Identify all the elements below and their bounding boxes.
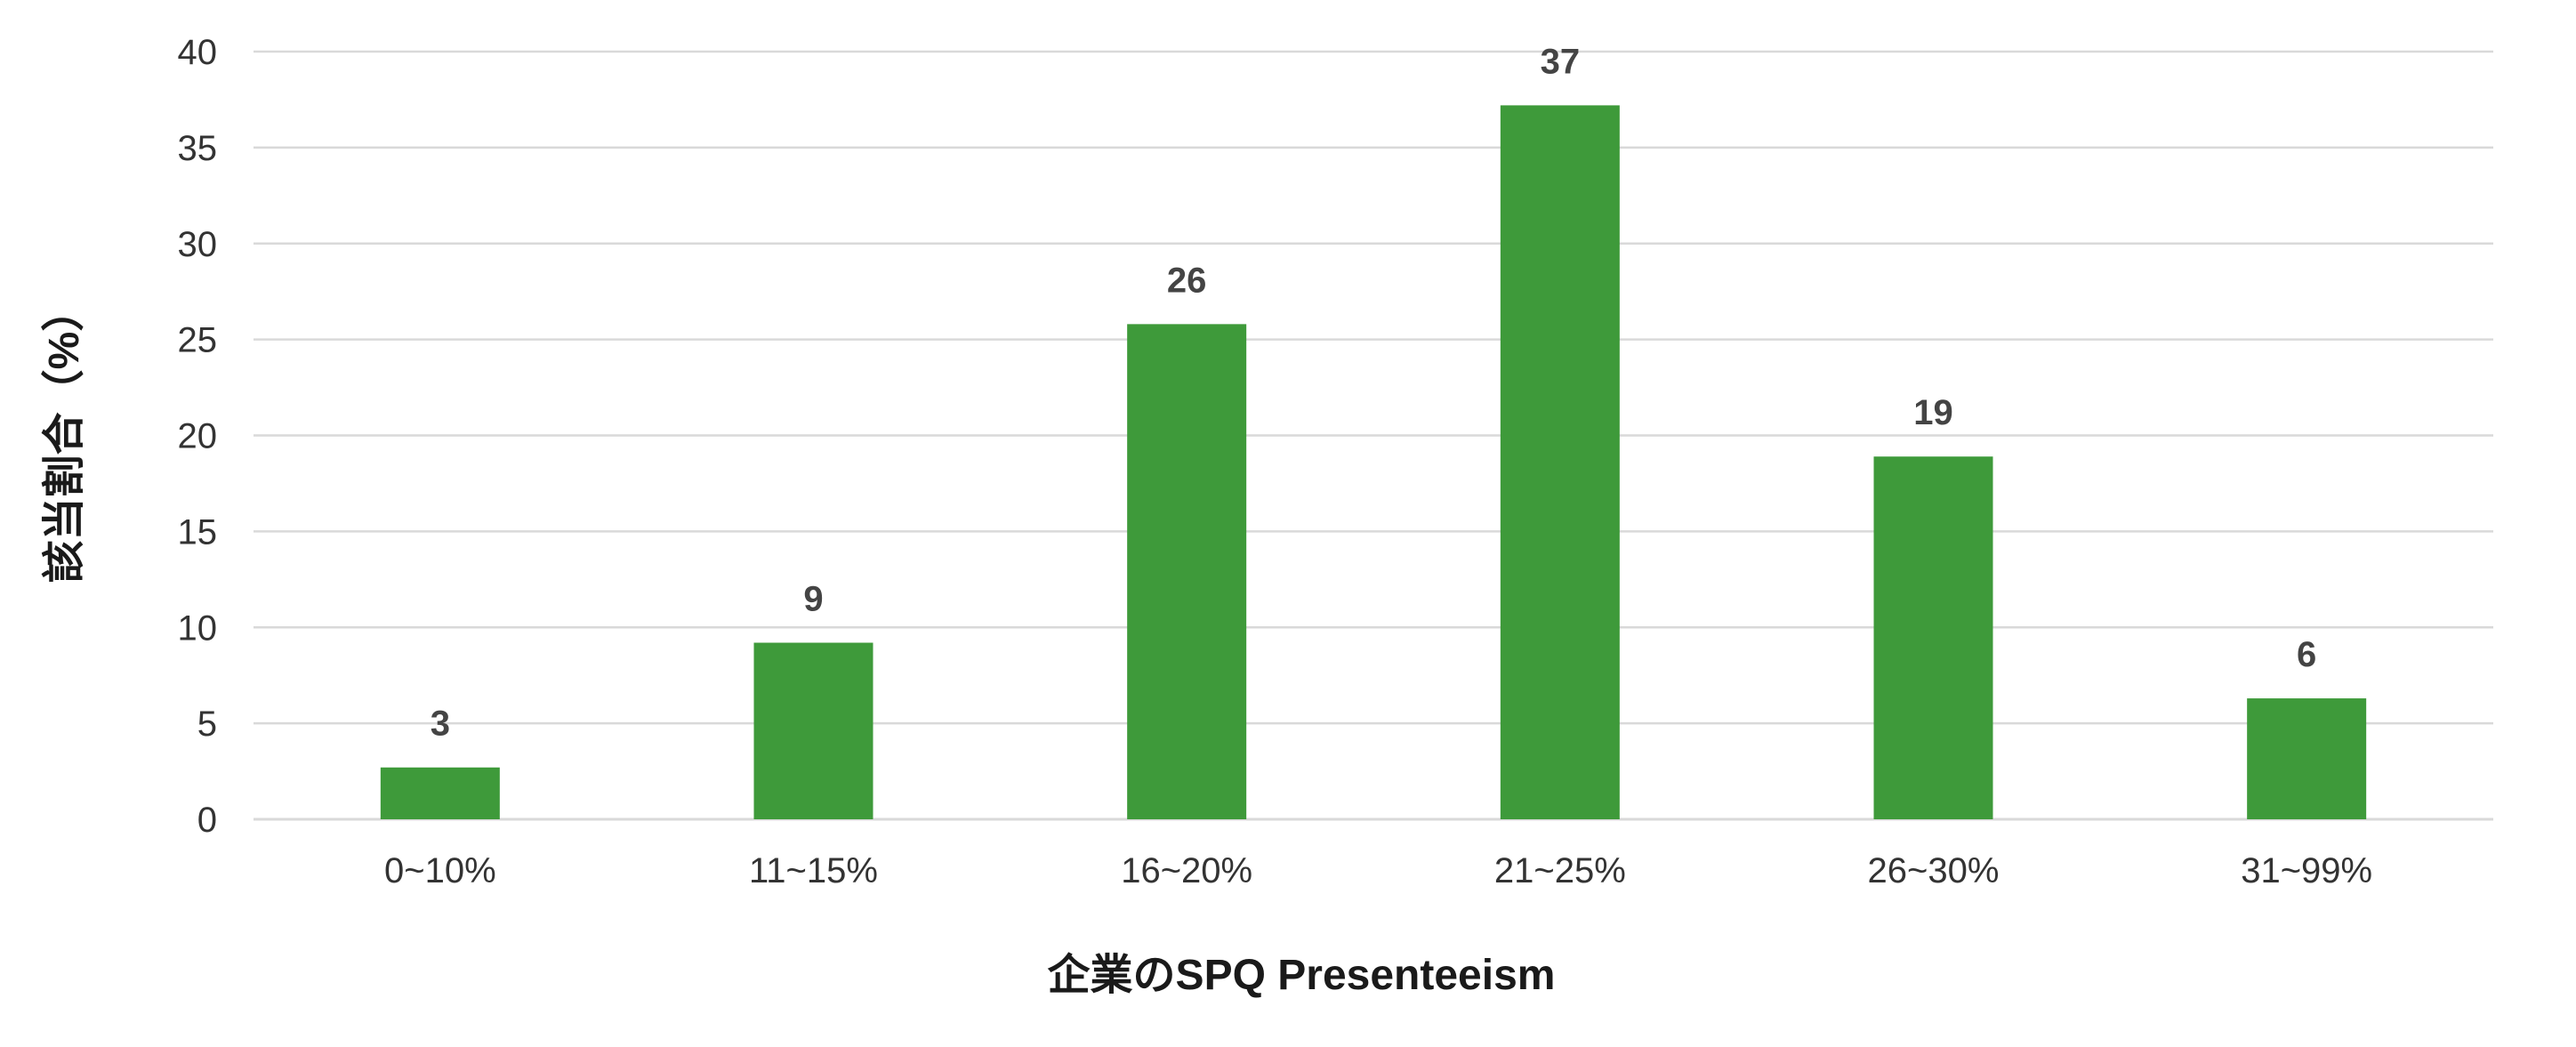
bar <box>1127 324 1247 819</box>
y-tick-label: 10 <box>178 608 218 648</box>
y-axis-tick-labels: 0 5 10 15 20 25 30 35 40 <box>178 33 218 840</box>
x-tick-label: 31~99% <box>2241 851 2372 890</box>
y-tick-label: 5 <box>197 705 217 744</box>
gridlines <box>254 50 2493 821</box>
data-label: 6 <box>2297 635 2316 674</box>
x-axis-tick-labels: 0~10% 11~15% 16~20% 21~25% 26~30% 31~99% <box>384 851 2372 890</box>
x-tick-label: 11~15% <box>749 851 878 890</box>
y-tick-label: 0 <box>197 801 217 840</box>
x-tick-label: 0~10% <box>384 851 496 890</box>
y-tick-label: 15 <box>178 512 218 552</box>
data-label: 37 <box>1541 42 1581 81</box>
data-label: 26 <box>1167 261 1207 300</box>
bar <box>1500 105 1620 819</box>
bar <box>753 642 873 819</box>
y-axis-title: 該当割合（%） <box>41 289 88 584</box>
data-label: 19 <box>1913 393 1953 432</box>
bars <box>380 105 2367 819</box>
data-label: 9 <box>803 580 823 619</box>
y-tick-label: 25 <box>178 321 218 360</box>
bar <box>380 767 500 819</box>
y-tick-label: 20 <box>178 417 218 456</box>
x-tick-label: 21~25% <box>1494 851 1626 890</box>
bar <box>1873 456 1993 819</box>
data-label: 3 <box>431 705 450 744</box>
y-tick-label: 40 <box>178 33 218 72</box>
bar <box>2247 698 2367 819</box>
x-tick-label: 16~20% <box>1121 851 1252 890</box>
x-tick-label: 26~30% <box>1868 851 2000 890</box>
x-axis-title: 企業のSPQ Presenteeism <box>1048 952 1556 999</box>
y-tick-label: 30 <box>178 225 218 264</box>
y-tick-label: 35 <box>178 129 218 168</box>
data-labels: 3 9 26 37 19 6 <box>431 42 2317 743</box>
